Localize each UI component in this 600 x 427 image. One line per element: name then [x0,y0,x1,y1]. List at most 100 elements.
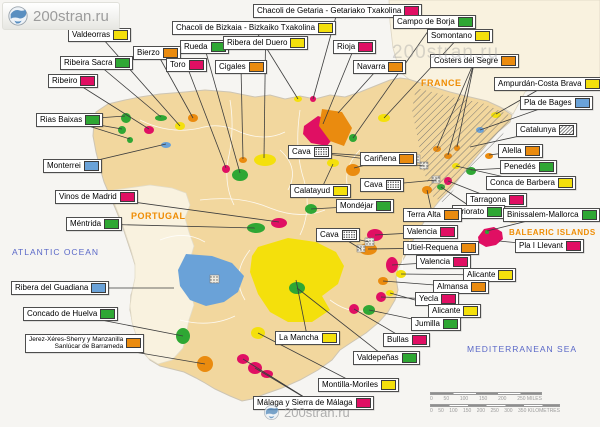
color-swatch-green [401,353,417,363]
region-label-yecla: Yecla [415,292,460,306]
region-label-bullas: Bullas [383,333,430,347]
color-swatch-yellow [584,79,600,89]
region-label-text: Valencia [420,257,451,267]
region-label-text: Rioja [337,42,356,52]
color-swatch-pink [411,335,427,345]
leader-line [383,35,461,119]
region-patch-cava [356,244,366,253]
color-swatch-orange [162,48,178,58]
region-patch-cava [209,274,220,284]
region-label-jumilla: Jumilla [411,317,461,331]
color-swatch-yellow [333,186,349,196]
region-patch-green [118,126,126,134]
region-label-ribeira-sacra: Ribeira Sacra [60,56,134,70]
region-label-text: Ribera del Duero [227,38,288,48]
leader-line [296,287,387,359]
sea-label-mediterranean: MEDITERRANEAN SEA [467,344,578,354]
region-patch-pink [144,126,154,134]
region-label-text: Málaga y Sierra de Málaga [257,398,353,408]
leader-line [204,46,241,174]
region-label-navarra: Navarra [353,60,407,74]
color-swatch-pink [441,294,457,304]
color-swatch-yellow [321,333,337,343]
color-swatch-green [581,210,597,220]
leader-line [240,66,244,160]
region-label-text: Alicante [432,306,461,316]
region-patch-blue [161,142,171,148]
region-label-text: Priorato [456,207,485,217]
region-label-toro: Toro [166,58,207,72]
region-patch-cava [364,237,375,247]
region-label-text: Yecla [419,294,439,304]
color-swatch-green [104,219,120,229]
color-swatch-yellow [557,178,573,188]
color-swatch-green [457,17,473,27]
leader-line [447,60,475,156]
color-swatch-yellow [113,30,129,40]
globe-icon [264,405,279,420]
region-label-alicante-1: Alicante [463,268,517,282]
color-swatch-pink [119,192,135,202]
leader-line [456,60,475,148]
region-label-text: Penedés [504,162,536,172]
region-label-text: Rias Baixas [40,115,83,125]
leader-line [352,21,435,139]
color-swatch-green [376,201,392,211]
region-label-text: Méntrida [70,219,102,229]
region-patch-yellow [250,238,344,322]
region-label-tarragona: Tarragona [466,193,528,207]
color-swatch-green [115,58,131,68]
region-label-text: Tarragona [470,195,507,205]
color-swatch-yellow [474,31,490,41]
region-label-ribera-del-duero: Ribera del Duero [223,36,309,50]
region-patch-yellow [327,159,339,167]
region-patch-green [232,169,248,181]
region-label-text: Alella [502,146,522,156]
region-label-almansa: Almansa [433,280,490,294]
region-label-vinos-de-madrid: Vinos de Madrid [55,190,138,204]
region-label-valencia-1: Valencia [403,225,459,239]
globe-icon [8,6,28,26]
color-swatch-yellow [498,270,514,280]
leader-line [99,34,181,127]
color-swatch-orange [501,56,517,66]
color-swatch-pink [188,60,204,70]
site-logo: 200stran.ru [2,2,120,30]
region-label-concado-de-huelva: Concado de Huelva [23,307,119,321]
color-swatch-orange [443,210,459,220]
region-label-text: Costers del Segre [434,56,499,66]
region-label-text: Ribeiro [52,76,78,86]
region-label-text: Valdepeñas [357,353,399,363]
site-name: 200stran.ru [33,7,109,25]
watermark-bottom: 200stran.ru [263,404,350,421]
leader-line [295,279,308,339]
color-swatch-yellow [318,23,334,33]
region-label-ribera-del-guadiana: Ribera del Guadiana [11,281,110,295]
region-label-text: Binissalem-Mallorca [507,210,579,220]
region-label-alicante-2: Alicante [428,304,482,318]
region-label-bierzo: Bierzo [133,46,181,60]
sea-label-atlantic: ATLANTIC OCEAN [12,247,100,257]
region-label-valdepenas: Valdepeñas [353,351,420,365]
region-label-carinena: Cariñena [360,152,418,166]
color-swatch-green [442,319,458,329]
region-label-costers-del-segre: Costers del Segre [430,54,520,68]
region-label-text: Toro [170,60,186,70]
region-patch-pink [271,218,287,228]
region-label-text: Terra Alta [407,210,441,220]
region-patch-orange [239,157,247,163]
color-swatch-pink [355,398,371,408]
leader-line [186,64,227,169]
color-swatch-hatch [559,125,575,135]
region-label-binissalem-mallorca: Binissalem-Mallorca [503,208,600,222]
region-label-text: Concado de Huelva [27,309,98,319]
region-label-valencia-2: Valencia [416,255,472,269]
region-label-text: Somontano [431,31,472,41]
region-label-ribeiro: Ribeiro [48,74,99,88]
region-patch-green [247,223,265,233]
color-swatch-orange [471,282,487,292]
region-label-catalunya: Catalunya [516,123,578,137]
region-label-cigales: Cigales [215,60,267,74]
